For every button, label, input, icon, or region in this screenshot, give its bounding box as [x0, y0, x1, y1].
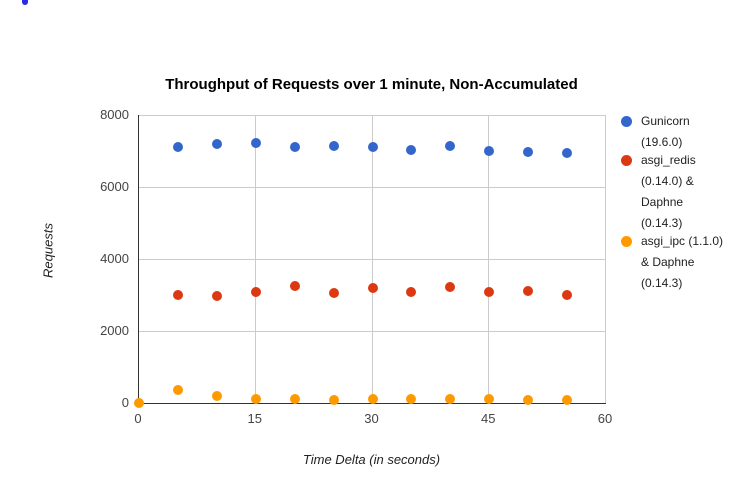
data-point[interactable]: [289, 142, 300, 153]
v-gridline: [488, 115, 490, 403]
data-point[interactable]: [523, 286, 534, 297]
stray-blue-dot: [22, 0, 28, 5]
data-point[interactable]: [172, 142, 183, 153]
data-point[interactable]: [406, 394, 417, 405]
y-tick-label: 4000: [100, 251, 129, 266]
v-gridline: [254, 115, 256, 403]
data-point[interactable]: [484, 394, 495, 405]
data-point[interactable]: [562, 147, 573, 158]
data-point[interactable]: [367, 142, 378, 153]
y-tick-label: 2000: [100, 323, 129, 338]
data-point[interactable]: [289, 281, 300, 291]
data-point[interactable]: [211, 390, 222, 401]
legend-item[interactable]: Gunicorn (19.6.0): [621, 111, 739, 153]
h-gridline: [139, 115, 606, 116]
data-point[interactable]: [289, 394, 300, 405]
data-point[interactable]: [367, 394, 378, 405]
x-tick-label: 30: [364, 411, 379, 426]
y-axis-title: Requests: [40, 223, 56, 278]
x-tick-label: 0: [134, 411, 142, 426]
data-point[interactable]: [445, 282, 456, 293]
legend-dot-icon: [621, 236, 632, 247]
data-point[interactable]: [250, 137, 261, 148]
chart-title: Throughput of Requests over 1 minute, No…: [165, 76, 578, 93]
v-gridline: [371, 115, 373, 403]
legend-dot-icon: [621, 116, 632, 127]
data-point[interactable]: [211, 290, 222, 301]
legend-label: asgi_redis (0.14.0) & Daphne (0.14.3): [641, 153, 696, 230]
data-point[interactable]: [445, 394, 456, 405]
data-point[interactable]: [172, 290, 183, 300]
y-tick-label: 8000: [100, 107, 129, 122]
data-point[interactable]: [367, 282, 378, 293]
data-point[interactable]: [328, 287, 339, 298]
x-axis-title: Time Delta (in seconds): [302, 452, 441, 467]
legend-item[interactable]: asgi_ipc (1.1.0) & Daphne (0.14.3): [621, 231, 739, 294]
y-tick-label: 0: [121, 395, 129, 410]
data-point[interactable]: [562, 394, 573, 405]
legend-item[interactable]: asgi_redis (0.14.0) & Daphne (0.14.3): [621, 150, 739, 234]
legend-label: asgi_ipc (1.1.0) & Daphne (0.14.3): [641, 234, 724, 290]
data-point[interactable]: [211, 138, 222, 149]
data-point[interactable]: [406, 145, 417, 156]
x-tick-label: 45: [481, 411, 496, 426]
data-point[interactable]: [328, 141, 339, 152]
data-point[interactable]: [134, 398, 144, 408]
y-tick-label: 6000: [100, 179, 129, 194]
data-point[interactable]: [172, 385, 183, 396]
data-point[interactable]: [406, 287, 417, 298]
x-tick-label: 15: [247, 411, 262, 426]
v-gridline: [605, 115, 606, 403]
data-point[interactable]: [250, 393, 261, 404]
legend-label: Gunicorn (19.6.0): [641, 114, 690, 149]
legend: Gunicorn (19.6.0) asgi_redis (0.14.0) & D…: [621, 111, 739, 291]
h-gridline: [139, 259, 606, 260]
legend-dot-icon: [621, 155, 632, 166]
h-gridline: [139, 331, 606, 332]
data-point[interactable]: [562, 290, 573, 300]
data-point[interactable]: [250, 287, 261, 298]
plot-area: [134, 115, 606, 408]
h-gridline: [139, 187, 606, 188]
data-point[interactable]: [484, 287, 495, 298]
data-point[interactable]: [484, 146, 495, 156]
x-tick-label: 60: [597, 411, 613, 426]
data-point[interactable]: [328, 394, 339, 405]
data-point[interactable]: [523, 394, 534, 405]
data-point[interactable]: [523, 146, 534, 157]
data-point[interactable]: [445, 141, 456, 152]
